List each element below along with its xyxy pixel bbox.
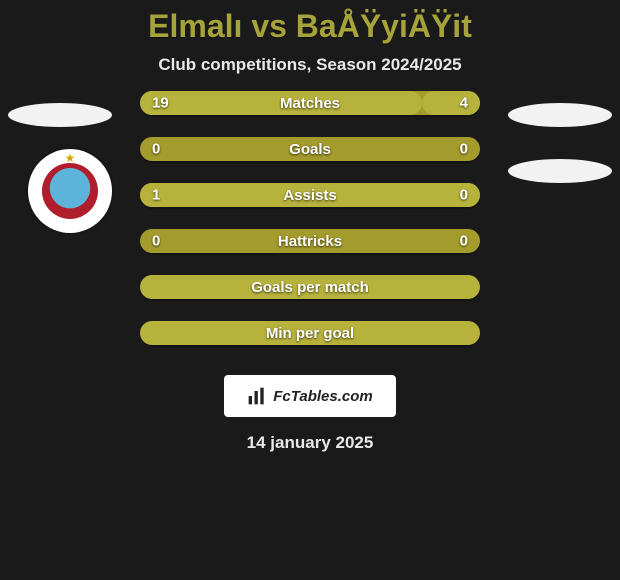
stat-label: Hattricks [278, 233, 342, 250]
fctables-watermark[interactable]: FcTables.com [224, 375, 396, 417]
snapshot-date: 14 january 2025 [0, 433, 620, 453]
star-icon: ★ [65, 151, 76, 165]
stat-bar: Min per goal [140, 321, 480, 345]
stat-bars: 19 4 Matches 0 0 Goals 1 0 Assists 0 0 Hattricks Goa… [140, 91, 480, 345]
stat-value-right: 0 [460, 141, 468, 158]
stat-value-left: 0 [152, 233, 160, 250]
stat-label: Assists [283, 187, 336, 204]
stat-label: Matches [280, 95, 340, 112]
page-title: Elmalı vs BaÅŸyiÄŸit [0, 0, 620, 45]
stat-value-right: 0 [460, 187, 468, 204]
stat-value-right: 0 [460, 233, 468, 250]
stat-bar: 1 0 Assists [140, 183, 480, 207]
stat-bar: 19 4 Matches [140, 91, 480, 115]
club-badge-inner: ★ [42, 163, 98, 219]
fctables-label: FcTables.com [273, 388, 372, 405]
club-badge-left: ★ [28, 149, 112, 233]
stat-label: Goals [289, 141, 331, 158]
stat-value-right: 4 [460, 95, 468, 112]
stat-label: Goals per match [251, 279, 369, 296]
stat-value-left: 19 [152, 95, 169, 112]
stat-value-left: 0 [152, 141, 160, 158]
player-right-placeholder-1 [508, 103, 612, 127]
player-left-placeholder-1 [8, 103, 112, 127]
season-subtitle: Club competitions, Season 2024/2025 [0, 55, 620, 75]
stat-label: Min per goal [266, 325, 354, 342]
stat-bar-seg-right [422, 91, 480, 115]
stat-bar: 0 0 Goals [140, 137, 480, 161]
stat-bar: 0 0 Hattricks [140, 229, 480, 253]
player-right-placeholder-2 [508, 159, 612, 183]
bar-chart-icon [247, 386, 267, 406]
stat-bar: Goals per match [140, 275, 480, 299]
stat-value-left: 1 [152, 187, 160, 204]
